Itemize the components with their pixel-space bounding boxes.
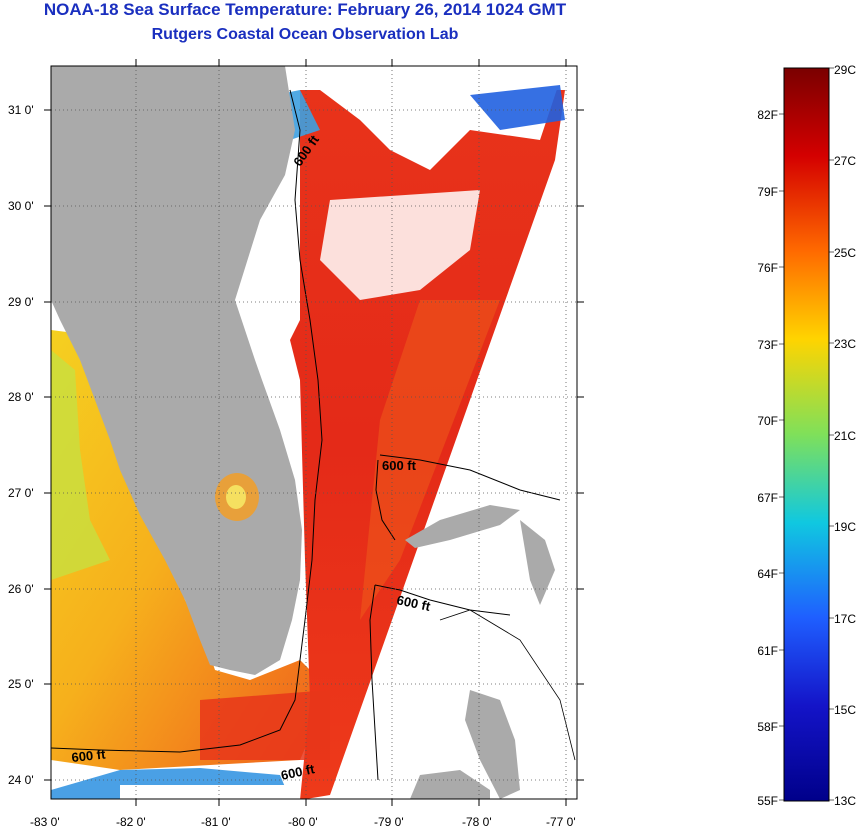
tick-marks [44, 59, 584, 806]
lon-label: -82 0' [116, 815, 146, 829]
contour-label-keys: 600 ft [280, 761, 317, 783]
gulf-cool-patch [51, 350, 110, 580]
lat-label: 30 0' [8, 199, 34, 213]
colorbar-fahrenheit-label: 76F [757, 261, 778, 275]
colorbar-fahrenheit-label: 82F [757, 108, 778, 122]
lake-okeechobee-inner [226, 485, 246, 509]
colorbar-fahrenheit-label: 58F [757, 720, 778, 734]
lat-label: 31 0' [8, 103, 34, 117]
colorbar-celsius-label: 21C [834, 429, 856, 443]
lat-label: 26 0' [8, 582, 34, 596]
bahamas-andros [465, 690, 520, 799]
contour-label-gulf: 600 ft [71, 746, 107, 765]
cloud-patch-mid [320, 190, 480, 300]
colorbar-celsius-label: 15C [834, 703, 856, 717]
lat-label: 27 0' [8, 486, 34, 500]
lon-label: -77 0' [546, 815, 576, 829]
colorbar-celsius-label: 27C [834, 154, 856, 168]
lat-label: 25 0' [8, 677, 34, 691]
colorbar [783, 67, 830, 802]
isobath-contour-east [51, 89, 323, 753]
cool-fringe-top-east [470, 85, 565, 130]
lon-label: -83 0' [30, 815, 60, 829]
keys-warm-strip [200, 690, 330, 760]
colorbar-fahrenheit-label: 79F [757, 185, 778, 199]
lat-label: 24 0' [8, 773, 34, 787]
florida-land [51, 66, 302, 675]
colorbar-fahrenheit-label: 70F [757, 414, 778, 428]
lat-label: 28 0' [8, 390, 34, 404]
colorbar-ticks [779, 67, 834, 801]
colorbar-fahrenheit-label: 61F [757, 644, 778, 658]
colorbar-fahrenheit-label: 67F [757, 491, 778, 505]
south-nodata [120, 785, 290, 799]
colorbar-celsius-label: 19C [834, 520, 856, 534]
map-title: NOAA-18 Sea Surface Temperature: Februar… [43, 0, 567, 19]
lon-label: -79 0' [374, 815, 404, 829]
colorbar-fahrenheit-label: 73F [757, 338, 778, 352]
lon-label: -80 0' [288, 815, 318, 829]
contour-label-bahamas: 600 ft [382, 458, 417, 473]
bahamas-bank-outline [439, 609, 576, 761]
lon-label: -78 0' [462, 815, 492, 829]
colorbar-fahrenheit-label: 64F [757, 567, 778, 581]
cuba-land [410, 770, 490, 799]
isobath-contour-bahamas [369, 454, 561, 781]
map-frame [50, 65, 578, 800]
colorbar-celsius-label: 23C [834, 337, 856, 351]
map-subtitle: Rutgers Coastal Ocean Observation Lab [151, 26, 459, 43]
lat-label: 29 0' [8, 295, 34, 309]
bahamas-grand-bahama [405, 505, 520, 548]
colorbar-fahrenheit-label: 55F [757, 794, 778, 808]
contour-label-east: 600 ft [395, 592, 432, 614]
bahamas-abaco [520, 520, 555, 605]
colorbar-celsius-label: 17C [834, 612, 856, 626]
colorbar-celsius-label: 25C [834, 246, 856, 260]
colorbar-celsius-label: 29C [834, 63, 856, 77]
colorbar-celsius-label: 13C [834, 794, 856, 808]
lon-label: -81 0' [201, 815, 231, 829]
